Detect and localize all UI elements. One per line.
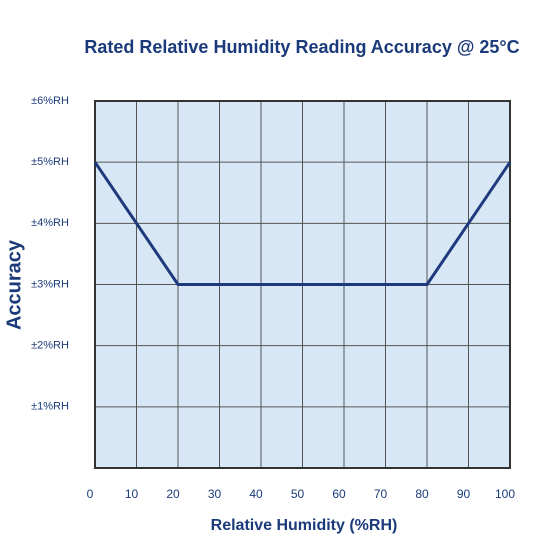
chart-title: Rated Relative Humidity Reading Accuracy… (84, 37, 519, 57)
data-line (93, 161, 512, 286)
x-tick-label: 40 (249, 487, 263, 501)
y-tick-label: ±4%RH (31, 217, 69, 229)
x-tick-label: 0 (87, 487, 94, 501)
x-tick-label: 50 (291, 487, 305, 501)
x-tick-label: 80 (415, 487, 429, 501)
y-tick-label: ±3%RH (31, 278, 69, 290)
x-tick-label: 10 (125, 487, 139, 501)
x-tick-label: 30 (208, 487, 222, 501)
plot-border (94, 100, 511, 469)
x-tick-label: 100 (495, 487, 515, 501)
y-tick-label: ±1%RH (31, 401, 69, 413)
x-tick-label: 20 (166, 487, 180, 501)
x-tick-label: 90 (457, 487, 471, 501)
y-tick-label: ±5%RH (31, 156, 69, 168)
x-tick-label: 70 (374, 487, 388, 501)
y-tick-label: ±6%RH (31, 95, 69, 107)
y-tick-label: ±2%RH (31, 340, 69, 352)
x-axis-label: Relative Humidity (%RH) (211, 517, 398, 534)
y-axis-label: Accuracy (3, 239, 25, 330)
x-tick-label: 60 (332, 487, 346, 501)
